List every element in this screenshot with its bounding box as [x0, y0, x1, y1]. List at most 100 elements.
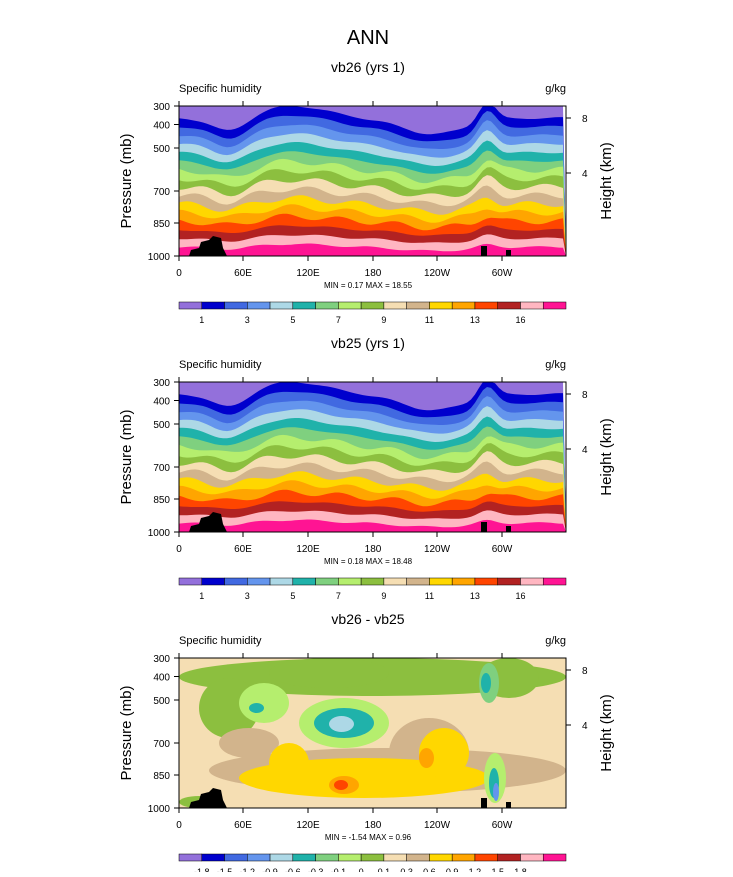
panel1-labelbar-swatch-4: [269, 577, 294, 586]
panel2-labelbar-swatch-12: [451, 853, 476, 862]
panel1-units-label: g/kg: [545, 359, 566, 371]
panel1-labelbar-label-5: 11: [425, 591, 434, 601]
panel0-labelbar-swatch-13: [474, 301, 498, 310]
panel0-y-tick-label-2: 500: [153, 144, 170, 155]
panel1-y-tick-label-0: 300: [153, 378, 170, 389]
panel1-labelbar-label-7: 16: [515, 591, 525, 601]
panel2-labelbar-swatch-3: [247, 853, 271, 862]
panel-0: vb26 (yrs 1) Specific humidity g/kg 300 400 5…: [118, 59, 615, 325]
panel0-labelbar-swatch-15: [520, 301, 544, 310]
panel0-y-tick-label-4: 850: [153, 219, 170, 230]
panel0-x-tick-label-4: 120W: [424, 268, 451, 279]
panel2-y-tick-label-5: 1000: [148, 804, 171, 815]
panel2-labelbar-swatch-14: [497, 853, 521, 862]
panel2-y2-tick-label-0: 8: [582, 666, 588, 677]
panel1-min-max-stats: MIN = 0.18 MAX = 18.48: [324, 557, 413, 566]
panel1-labelbar-swatch-12: [451, 577, 476, 586]
panel2-diff-region-16: [269, 743, 309, 783]
panel0-labelbar-swatch-9: [383, 301, 407, 310]
panel2-labelbar-swatch-0: [178, 853, 203, 862]
panel2-y-tick-label-4: 850: [153, 771, 170, 782]
panel2-units-label: g/kg: [545, 635, 566, 647]
panel2-labelbar-swatch-9: [383, 853, 407, 862]
panel2-labelbar-label-1: -1.5: [217, 867, 233, 872]
panel2-labelbar-label-8: 0.1: [378, 867, 391, 872]
panel0-labelbar-label-3: 7: [336, 315, 341, 325]
panel0-labelbar-label-2: 5: [290, 315, 295, 325]
panel1-labelbar-label-2: 5: [290, 591, 295, 601]
panel0-x-tick-label-0: 0: [176, 268, 182, 279]
panel0-labelbar-swatch-5: [292, 301, 316, 310]
panel-1: vb25 (yrs 1) Specific humidity g/kg 300 400 5…: [118, 335, 615, 601]
panels: vb26 (yrs 1) Specific humidity g/kg 300 400 5…: [118, 59, 615, 877]
panel2-labelbar-label-6: -0.1: [331, 867, 347, 872]
panel1-labelbar-swatch-2: [224, 577, 248, 586]
panel1-topography-andes: [481, 522, 487, 532]
panel0-labelbar-swatch-2: [224, 301, 248, 310]
panel1-labelbar-swatch-7: [338, 577, 362, 586]
panel0-labelbar-label-5: 11: [425, 315, 434, 325]
panel2-labelbar-label-14: 1.8: [514, 867, 527, 872]
panel2-labelbar-label-12: 1.2: [469, 867, 482, 872]
panel0-labelbar-swatch-14: [497, 301, 521, 310]
panel0-labelbar-swatch-11: [429, 301, 453, 310]
panel2-labelbar-swatch-8: [360, 853, 385, 862]
panel2-y2-tick-label-1: 4: [582, 721, 588, 732]
panel2-diff-region-19: [419, 748, 434, 768]
panel0-contour-band-16: [179, 243, 566, 256]
panel2-y-tick-label-3: 700: [153, 739, 170, 750]
panel1-topography-andes-east: [506, 526, 511, 532]
panel0-title: vb26 (yrs 1): [331, 59, 405, 75]
panel2-diff-region-13: [219, 728, 279, 758]
panel2-labelbar-label-0: -1.8: [194, 867, 210, 872]
panel0-x-tick-label-1: 60E: [234, 268, 252, 279]
panel2-labelbar-label-9: 0.3: [400, 867, 413, 872]
panel0-labelbar-label-4: 9: [381, 315, 386, 325]
panel0-y2-axis-title: Height (km): [598, 142, 615, 220]
panel2-diff-region-9: [481, 673, 491, 693]
panel2-min-max-stats: MIN = -1.54 MAX = 0.96: [325, 833, 412, 842]
panel2-labelbar-swatch-16: [542, 853, 567, 862]
panel1-labelbar-swatch-15: [520, 577, 544, 586]
panel0-labelbar-swatch-12: [451, 301, 476, 310]
panel0-labelbar-swatch-1: [201, 301, 225, 310]
panel2-diff-region-2: [269, 658, 389, 688]
panel0-topography-africa: [189, 236, 227, 256]
panel2-x-tick-label-5: 60W: [492, 820, 513, 831]
panel2-topography-andes: [481, 798, 487, 808]
panel2-labelbar-swatch-5: [292, 853, 316, 862]
panel0-topography-andes-east: [506, 250, 511, 256]
panel0-labelbar-label-7: 16: [515, 315, 525, 325]
panel1-y-axis-title: Pressure (mb): [118, 409, 135, 504]
panel0-labelbar-swatch-4: [269, 301, 294, 310]
panel2-variable-label: Specific humidity: [179, 635, 262, 647]
panel0-labelbar-swatch-16: [542, 301, 567, 310]
page-title: ANN: [347, 27, 389, 49]
panel2-labelbar-label-2: -1.2: [240, 867, 256, 872]
panel2-x-tick-label-1: 60E: [234, 820, 252, 831]
panel1-labelbar-label-3: 7: [336, 591, 341, 601]
panel0-labelbar-swatch-0: [178, 301, 203, 310]
panel1-x-tick-label-2: 120E: [296, 544, 320, 555]
panel0-y-tick-label-5: 1000: [148, 252, 171, 263]
panel1-topography-africa: [189, 512, 227, 532]
panel2-y-tick-label-0: 300: [153, 654, 170, 665]
panel2-y-tick-label-1: 400: [153, 673, 170, 684]
panel0-x-tick-label-2: 120E: [296, 268, 320, 279]
panel1-labelbar-label-6: 13: [470, 591, 480, 601]
panel2-labelbar-swatch-13: [474, 853, 498, 862]
panel0-variable-label: Specific humidity: [179, 83, 262, 95]
panel1-labelbar-swatch-8: [360, 577, 385, 586]
panel0-y-tick-label-3: 700: [153, 187, 170, 198]
panel1-labelbar-swatch-16: [542, 577, 567, 586]
panel1-labelbar-swatch-6: [315, 577, 339, 586]
panel2-x-tick-label-2: 120E: [296, 820, 320, 831]
panel1-variable-label: Specific humidity: [179, 359, 262, 371]
panel1-labelbar-swatch-10: [406, 577, 430, 586]
panel1-labelbar-swatch-9: [383, 577, 407, 586]
panel1-x-tick-label-3: 180: [365, 544, 382, 555]
panel1-x-tick-label-1: 60E: [234, 544, 252, 555]
panel0-y2-tick-label-1: 4: [582, 169, 588, 180]
